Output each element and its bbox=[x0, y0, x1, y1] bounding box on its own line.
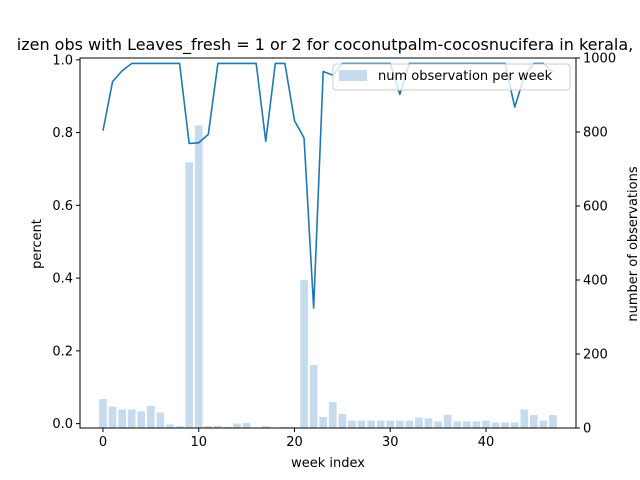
bar bbox=[175, 426, 184, 428]
y-right-tick-label: 200 bbox=[583, 348, 608, 363]
legend-label: num observation per week bbox=[378, 69, 553, 84]
legend-swatch bbox=[339, 70, 367, 81]
bar bbox=[127, 409, 136, 428]
x-axis-label: week index bbox=[291, 456, 365, 471]
y-axis-left-label: percent bbox=[30, 219, 45, 269]
y-left-tick-label: 0.2 bbox=[52, 344, 73, 359]
bar bbox=[357, 420, 366, 428]
bar bbox=[443, 414, 452, 428]
bar bbox=[194, 125, 203, 428]
bar bbox=[367, 420, 375, 428]
bar bbox=[319, 416, 328, 428]
bar bbox=[328, 402, 337, 428]
y-left-tick-label: 0.6 bbox=[52, 199, 73, 214]
x-tick-label: 40 bbox=[478, 435, 495, 450]
y-right-tick-label: 0 bbox=[583, 422, 591, 437]
bar bbox=[491, 422, 500, 428]
y-left-tick-label: 0.4 bbox=[52, 272, 73, 287]
bar bbox=[549, 415, 557, 428]
y-left-tick-label: 0.0 bbox=[52, 417, 73, 432]
bar bbox=[376, 420, 385, 428]
y-right-tick-label: 600 bbox=[583, 200, 608, 215]
x-tick-label: 0 bbox=[99, 435, 107, 450]
bar bbox=[405, 420, 414, 428]
bar bbox=[338, 413, 347, 428]
bar bbox=[424, 418, 433, 428]
bar bbox=[539, 420, 548, 428]
x-tick-label: 10 bbox=[190, 435, 207, 450]
bar bbox=[300, 280, 308, 428]
bar bbox=[166, 424, 174, 428]
bar bbox=[204, 426, 213, 428]
y-axis-right-label: number of observations bbox=[626, 166, 640, 321]
bar bbox=[434, 421, 442, 428]
bar bbox=[530, 415, 538, 428]
legend: num observation per week bbox=[332, 63, 571, 91]
bar bbox=[261, 426, 270, 428]
bar bbox=[233, 423, 241, 428]
bar bbox=[348, 420, 356, 428]
bar bbox=[415, 417, 423, 428]
x-tick-label: 20 bbox=[286, 435, 303, 450]
y-right-tick-label: 800 bbox=[583, 126, 608, 141]
bar bbox=[472, 421, 481, 428]
bar bbox=[386, 420, 395, 428]
x-tick-label: 30 bbox=[382, 435, 399, 450]
y-right-tick-label: 1000 bbox=[583, 52, 616, 67]
y-right-tick-label: 400 bbox=[583, 274, 608, 289]
bar bbox=[242, 422, 251, 428]
bar bbox=[309, 365, 318, 428]
bar bbox=[99, 399, 107, 428]
line-layer bbox=[102, 62, 554, 309]
chart-title: izen obs with Leaves_fresh = 1 or 2 for … bbox=[17, 35, 633, 55]
y-axis-left: 0.0 0.2 0.4 0.6 0.8 1.0 bbox=[52, 53, 80, 432]
bar bbox=[510, 422, 519, 428]
bar bbox=[185, 162, 193, 428]
y-left-tick-label: 0.8 bbox=[52, 126, 73, 141]
bar bbox=[223, 426, 232, 428]
line-series bbox=[102, 62, 554, 309]
bars-layer bbox=[99, 125, 557, 428]
y-left-tick-label: 1.0 bbox=[52, 53, 73, 68]
bar bbox=[482, 420, 490, 428]
legend-frame bbox=[332, 63, 571, 91]
bar bbox=[520, 409, 529, 428]
bar bbox=[147, 405, 155, 428]
x-axis: 0 10 20 30 40 bbox=[99, 428, 494, 450]
y-axis-right: 0 200 400 600 800 1000 bbox=[576, 52, 616, 437]
bar bbox=[501, 422, 509, 428]
bar bbox=[214, 425, 222, 428]
bar bbox=[137, 411, 146, 428]
bar bbox=[108, 406, 117, 428]
bar bbox=[156, 412, 165, 428]
bar bbox=[463, 421, 471, 428]
bar bbox=[118, 409, 126, 428]
bar bbox=[395, 420, 404, 428]
bar bbox=[281, 426, 289, 428]
plot-frame bbox=[79, 57, 577, 429]
bar bbox=[453, 421, 462, 428]
